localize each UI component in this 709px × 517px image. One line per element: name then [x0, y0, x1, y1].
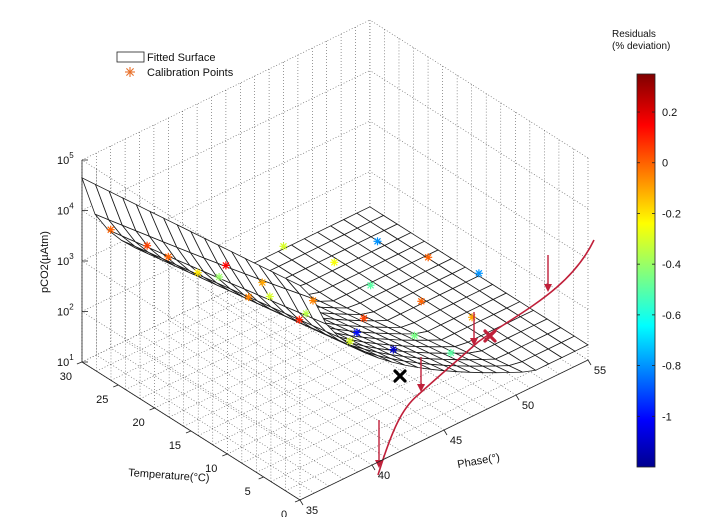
z-axis-label: pCO2(µAtm) — [39, 231, 51, 293]
calibration-point — [346, 337, 354, 346]
surface-cell — [286, 278, 314, 299]
calibration-point — [468, 313, 477, 322]
calibration-point — [221, 261, 230, 270]
colorbar-tick-label: -1 — [662, 411, 672, 423]
calibration-point — [193, 268, 202, 277]
calibration-point — [302, 309, 311, 318]
calibration-point — [106, 225, 115, 234]
colorbar-tick-label: 0 — [662, 158, 668, 170]
z-tick-label: 103 — [57, 252, 74, 268]
x-axis-label: Phase(°) — [456, 452, 500, 471]
y-tick-label: 20 — [132, 417, 144, 429]
legend: Fitted Surface Calibration Points — [116, 51, 234, 79]
calibration-point — [215, 273, 224, 281]
calibration-point — [309, 296, 317, 305]
z-tick-label: 104 — [57, 202, 74, 218]
z-axis-ticks: 101 102 103 104 105 — [57, 151, 88, 369]
calibration-point — [295, 315, 304, 324]
calibration-point — [258, 278, 267, 287]
colorbar-title-line1: Residuals — [612, 29, 656, 40]
colorbar-title-line2: (% deviation) — [612, 41, 670, 52]
arrow-down-icon — [375, 420, 383, 468]
legend-fitted-surface-label: Fitted Surface — [147, 52, 215, 64]
x-tick-label: 50 — [522, 400, 534, 412]
black-x-icon — [393, 369, 407, 383]
calibration-points — [106, 225, 483, 357]
calibration-point — [417, 297, 426, 306]
y-tick-label: 25 — [96, 394, 108, 406]
red-x-icon — [483, 329, 497, 343]
calibration-point — [410, 331, 419, 340]
calibration-point — [265, 292, 274, 301]
legend-calibration-points-label: Calibration Points — [147, 67, 234, 79]
y-tick-label: 30 — [60, 371, 72, 383]
arrow-down-icon — [417, 357, 425, 392]
legend-fitted-surface-swatch — [116, 51, 145, 63]
colorbar-ticks: 0.2 0 -0.2 -0.4 -0.6 -0.8 -1 — [637, 107, 681, 423]
x-tick-label: 55 — [594, 365, 606, 377]
calibration-point — [279, 242, 288, 251]
z-tick-label: 101 — [57, 353, 74, 369]
y-axis-line — [81, 361, 301, 501]
y-axis-label: Temperature(°C) — [128, 467, 210, 485]
colorbar-tick-label: -0.8 — [662, 361, 681, 373]
colorbar — [636, 73, 656, 468]
y-tick-label: 15 — [169, 440, 181, 452]
x-axis-ticks: 35 40 45 50 55 — [299, 359, 606, 517]
calibration-point — [389, 345, 398, 354]
red-curve — [377, 239, 595, 476]
z-tick-label: 102 — [57, 303, 74, 319]
calibration-point — [164, 252, 173, 261]
y-tick-label: 0 — [281, 509, 287, 517]
calibration-point — [366, 281, 375, 290]
x-tick-label: 40 — [378, 470, 390, 482]
y-axis-ticks: 0 5 10 15 20 25 30 — [60, 361, 301, 517]
calibration-point — [244, 293, 253, 302]
x-tick-label: 45 — [450, 435, 462, 447]
y-tick-label: 5 — [245, 486, 251, 498]
arrow-down-icon — [470, 312, 478, 346]
calibration-point — [474, 269, 483, 278]
annotations — [375, 239, 595, 476]
colorbar-tick-label: -0.4 — [662, 259, 681, 271]
colorbar-tick-label: -0.2 — [662, 208, 681, 220]
calibration-point — [143, 241, 152, 250]
colorbar-tick-label: -0.6 — [662, 310, 681, 322]
calibration-point — [359, 314, 368, 323]
legend-asterisk-icon — [125, 67, 135, 77]
calibration-point — [352, 328, 361, 337]
z-tick-label: 105 — [57, 151, 74, 167]
calibration-point — [446, 348, 455, 357]
calibration-point — [424, 253, 433, 262]
x-tick-label: 35 — [306, 505, 318, 517]
fitted-surface — [81, 177, 589, 374]
calibration-point — [330, 258, 339, 267]
colorbar-tick-label: 0.2 — [662, 107, 677, 119]
arrow-down-icon — [544, 255, 552, 292]
calibration-point — [373, 237, 382, 246]
y-tick-label: 10 — [205, 463, 217, 475]
